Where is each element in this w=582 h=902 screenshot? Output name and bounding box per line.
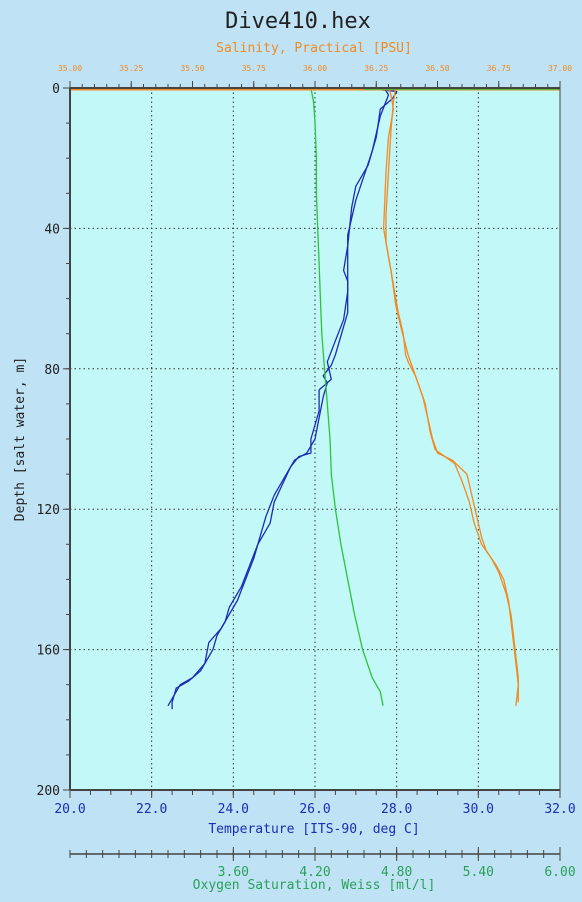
temperature-tick-label: 26.0 [299, 802, 330, 817]
salinity-tick-label: 37.00 [548, 64, 572, 73]
depth-tick-label: 120 [37, 503, 60, 518]
oxygen-tick-label: 5.40 [463, 865, 494, 880]
chart-title: Dive410.hex [225, 9, 371, 34]
salinity-tick-label: 35.25 [119, 64, 143, 73]
depth-tick-label: 40 [44, 222, 60, 237]
depth-tick-label: 200 [37, 784, 60, 799]
oxygen-tick-label: 3.60 [218, 865, 249, 880]
temperature-tick-label: 24.0 [218, 802, 249, 817]
depth-tick-label: 160 [37, 644, 60, 659]
temperature-tick-label: 30.0 [463, 802, 494, 817]
depth-tick-label: 80 [44, 363, 60, 378]
salinity-tick-label: 35.00 [58, 64, 82, 73]
salinity-tick-label: 35.50 [180, 64, 204, 73]
oxygen-tick-label: 4.20 [299, 865, 330, 880]
axes-layer: 35.00 35.25 35.50 35.75 36.00 36.25 36.50 36.75… [37, 64, 576, 880]
series-line-temperature [167, 87, 398, 707]
depth-tick-label: 0 [52, 82, 60, 97]
salinity-tick-label: 36.50 [425, 64, 449, 73]
series-layer [70, 87, 560, 710]
temperature-tick-label: 22.0 [136, 802, 167, 817]
oxygen-tick-label: 4.80 [381, 865, 412, 880]
salinity-tick-label: 36.25 [364, 64, 388, 73]
temperature-tick-label: 32.0 [544, 802, 575, 817]
temperature-tick-label: 20.0 [54, 802, 85, 817]
series-line-temperature [171, 87, 390, 710]
salinity-tick-label: 35.75 [242, 64, 266, 73]
temperature-axis-label: Temperature [ITS-90, deg C] [208, 822, 419, 837]
salinity-tick-label: 36.00 [303, 64, 327, 73]
depth-axis-label: Depth [salt water, m] [13, 357, 28, 521]
salinity-tick-label: 36.75 [487, 64, 511, 73]
oxygen-tick-label: 6.00 [544, 865, 575, 880]
series-line-oxygen [310, 87, 384, 706]
series-line-salinity [385, 87, 519, 703]
salinity-axis-label: Salinity, Practical [PSU] [216, 41, 412, 56]
temperature-tick-label: 28.0 [381, 802, 412, 817]
oxygen-axis-label: Oxygen Saturation, Weiss [ml/l] [193, 878, 436, 893]
